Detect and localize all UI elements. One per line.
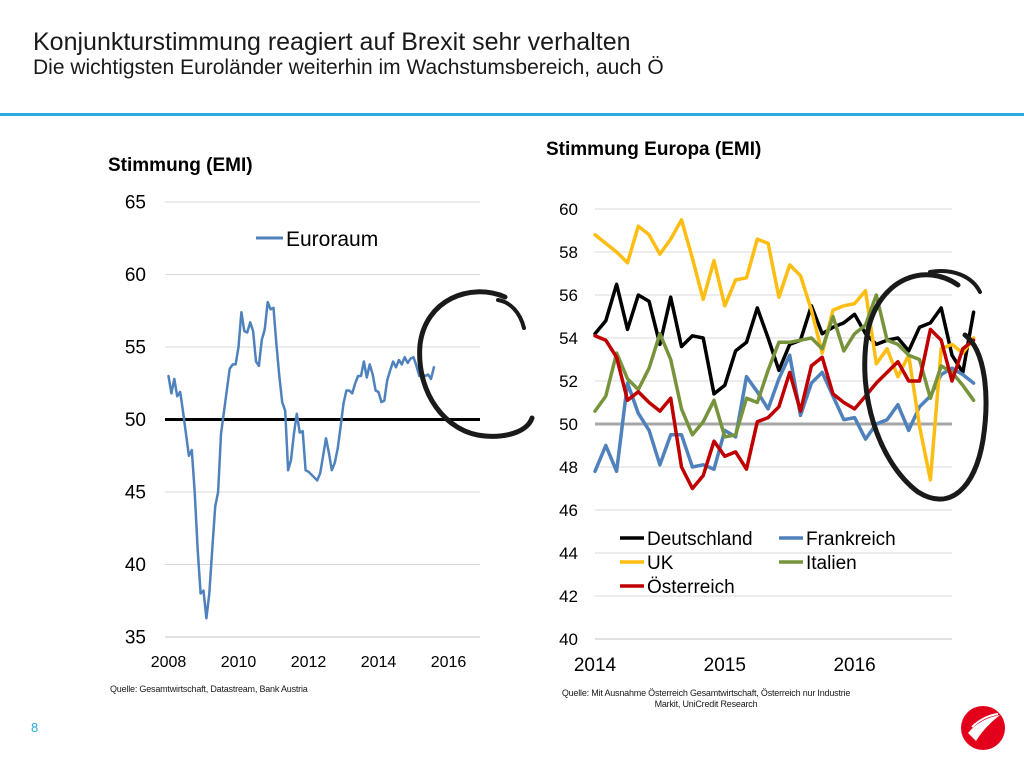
y-tick-label-48: 48 xyxy=(559,458,578,477)
right-series xyxy=(593,218,976,491)
right-y-axis: 40 42 44 46 48 50 52 54 56 58 60 xyxy=(559,200,578,649)
logo-swoosh xyxy=(968,715,1000,741)
series-line--sterreich xyxy=(593,327,976,491)
y-tick-label-35: 35 xyxy=(125,628,146,649)
title-block: Konjunkturstimmung reagiert auf Brexit s… xyxy=(33,28,664,80)
x-tick-label-2008: 2008 xyxy=(151,654,187,671)
series-line-frankreich xyxy=(593,353,976,474)
y-tick-label-60: 60 xyxy=(559,200,578,219)
x-tick-label-2010: 2010 xyxy=(221,654,257,671)
source-right-line2: Markit, UniCredit Research xyxy=(654,699,758,709)
legend-label-euroraum: Euroraum xyxy=(286,228,378,251)
y-tick-label-58: 58 xyxy=(559,243,578,262)
slide-title: Konjunkturstimmung reagiert auf Brexit s… xyxy=(33,28,631,56)
x-tick-label-2016: 2016 xyxy=(833,655,875,676)
slide-subtitle: Die wichtigsten Euroländer weiterhin im … xyxy=(33,56,664,79)
x-tick-label-2014: 2014 xyxy=(574,655,617,676)
title-divider xyxy=(0,113,1024,116)
series-line-italien xyxy=(593,293,976,439)
series-line-euroraum xyxy=(167,300,436,620)
y-tick-label-60: 60 xyxy=(125,265,146,286)
source-left: Quelle: Gesamtwirtschaft, Datastream, Ba… xyxy=(110,684,308,694)
left-series xyxy=(167,300,436,620)
annotation-circle-right xyxy=(862,272,989,502)
chart-europa: Stimmung Europa (EMI) 40 42 44 46 48 50 52 54 56… xyxy=(546,139,989,676)
annotation-circle-left xyxy=(417,289,535,439)
series-line-deutschland xyxy=(593,282,976,396)
y-tick-label-52: 52 xyxy=(559,372,578,391)
y-tick-label-42: 42 xyxy=(559,587,578,606)
legend-label-deutschland: Deutschland xyxy=(647,529,753,550)
x-tick-label-2014: 2014 xyxy=(361,654,397,671)
y-tick-label-40: 40 xyxy=(559,630,578,649)
annotation-circle-left-hook xyxy=(496,298,526,330)
legend-label-uk: UK xyxy=(647,553,674,574)
legend-label-italien: Italien xyxy=(806,553,857,574)
chart-title-right: Stimmung Europa (EMI) xyxy=(546,139,761,160)
x-tick-label-2016: 2016 xyxy=(431,654,467,671)
y-tick-label-50: 50 xyxy=(125,410,146,431)
y-tick-label-56: 56 xyxy=(559,286,578,305)
series-line-uk xyxy=(593,218,976,482)
y-tick-label-40: 40 xyxy=(125,555,146,576)
page-number: 8 xyxy=(31,720,39,735)
y-tick-label-44: 44 xyxy=(559,544,578,563)
left-y-axis: 35 40 45 50 55 60 65 xyxy=(125,193,146,649)
y-tick-label-45: 45 xyxy=(125,483,146,504)
y-tick-label-65: 65 xyxy=(125,193,146,214)
chart-title-left: Stimmung (EMI) xyxy=(108,155,253,176)
source-right: Quelle: Mit Ausnahme Österreich Gesamtwi… xyxy=(546,688,866,710)
legend-label-oesterreich: Österreich xyxy=(647,577,735,598)
right-x-axis: 2014 2015 2016 xyxy=(574,655,876,676)
legend-label-frankreich: Frankreich xyxy=(806,529,896,550)
left-x-axis: 2008 2010 2012 2014 2016 xyxy=(151,654,467,671)
right-legend: Deutschland Frankreich UK Italien Österr… xyxy=(620,529,896,598)
y-tick-label-46: 46 xyxy=(559,501,578,520)
x-tick-label-2015: 2015 xyxy=(704,655,746,676)
x-tick-label-2012: 2012 xyxy=(291,654,327,671)
annotation-circle-right-hook xyxy=(928,269,982,294)
y-tick-label-55: 55 xyxy=(125,338,146,359)
unicredit-logo xyxy=(961,706,1005,750)
left-legend: Euroraum xyxy=(256,228,378,251)
source-right-line1: Quelle: Mit Ausnahme Österreich Gesamtwi… xyxy=(561,688,851,698)
y-tick-label-54: 54 xyxy=(559,329,578,348)
y-tick-label-50: 50 xyxy=(559,415,578,434)
logo-swoosh-line xyxy=(971,713,999,728)
